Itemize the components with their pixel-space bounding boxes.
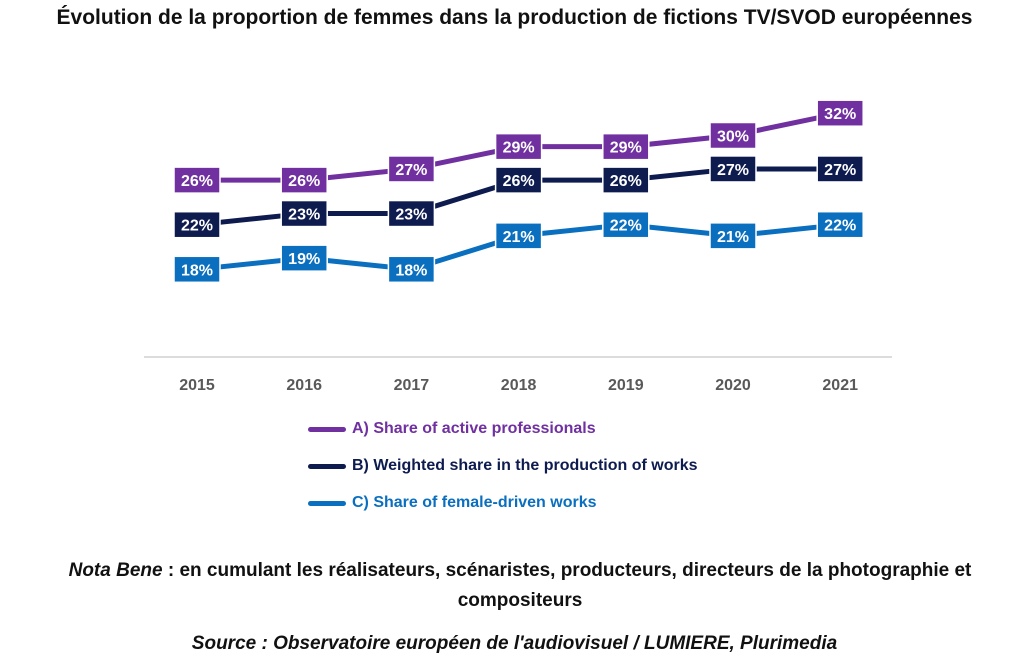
data-label-box <box>494 166 543 194</box>
data-label: 27% <box>717 162 749 179</box>
data-label-box <box>709 155 757 183</box>
footnote-text: : en cumulant les réalisateurs, scénaris… <box>162 560 972 611</box>
line-chart: 2015 2016 2017 2018 2019 2020 2021 26% 26% 27% 29%… <box>144 99 892 394</box>
data-label-box <box>387 255 436 284</box>
data-label-box <box>387 155 436 183</box>
data-label-box <box>816 155 864 183</box>
data-label: 18% <box>395 262 427 279</box>
data-label-box <box>602 132 650 161</box>
data-label: 22% <box>610 218 642 235</box>
legend-swatch <box>308 426 346 432</box>
data-label: 26% <box>610 173 642 190</box>
legend-swatch <box>308 500 346 506</box>
data-label: 29% <box>610 140 642 157</box>
data-label: 26% <box>288 173 320 190</box>
chart-title: Évolution de la proportion de femmes dan… <box>56 6 973 29</box>
data-label: 26% <box>503 173 535 190</box>
legend-item: A) Share of active professionals <box>308 417 596 441</box>
source-line: Source : Observatoire européen de l'audi… <box>191 633 838 654</box>
data-label-box <box>816 99 864 127</box>
data-label-box <box>602 210 650 239</box>
data-label-box <box>602 166 650 194</box>
legend-label: C) Share of female-driven works <box>352 494 597 511</box>
data-label-box <box>173 210 221 239</box>
data-label-box <box>709 222 757 250</box>
data-label: 30% <box>717 129 749 146</box>
data-label: 32% <box>824 106 856 123</box>
data-label-box <box>173 166 221 194</box>
footnote-prefix: Nota Bene <box>68 560 163 581</box>
footnote: Nota Bene : en cumulant les réalisateurs… <box>40 556 1000 616</box>
data-label: 26% <box>181 173 213 190</box>
data-label: 19% <box>288 251 320 268</box>
data-label-box <box>173 255 221 284</box>
data-label-box <box>494 132 543 161</box>
x-tick-label: 2018 <box>501 377 537 394</box>
x-tick-label: 2015 <box>179 377 215 394</box>
x-tick-label: 2016 <box>286 377 322 394</box>
data-label: 18% <box>181 262 213 279</box>
data-label: 22% <box>824 218 856 235</box>
data-label-box <box>280 199 328 228</box>
x-tick-label: 2020 <box>715 377 751 394</box>
legend-label: B) Weighted share in the production of w… <box>352 457 698 474</box>
data-label-box <box>387 199 436 228</box>
data-label: 22% <box>181 218 213 235</box>
data-label-box <box>494 222 543 250</box>
data-label: 23% <box>395 207 427 224</box>
data-label-box <box>816 210 864 239</box>
x-tick-label: 2017 <box>394 377 430 394</box>
data-label: 27% <box>824 162 856 179</box>
data-label: 21% <box>717 229 749 246</box>
data-label: 23% <box>288 207 320 224</box>
x-tick-label: 2019 <box>608 377 644 394</box>
data-label: 29% <box>503 140 535 157</box>
legend-swatch <box>308 463 346 469</box>
legend-item: B) Weighted share in the production of w… <box>308 454 698 478</box>
data-label-box <box>709 121 757 150</box>
legend-label: A) Share of active professionals <box>352 420 596 437</box>
data-label: 21% <box>503 229 535 246</box>
data-label: 27% <box>395 162 427 179</box>
data-label-box <box>280 244 328 272</box>
x-tick-label: 2021 <box>822 377 858 394</box>
legend-item: C) Share of female-driven works <box>308 491 597 515</box>
data-label-box <box>280 166 328 194</box>
